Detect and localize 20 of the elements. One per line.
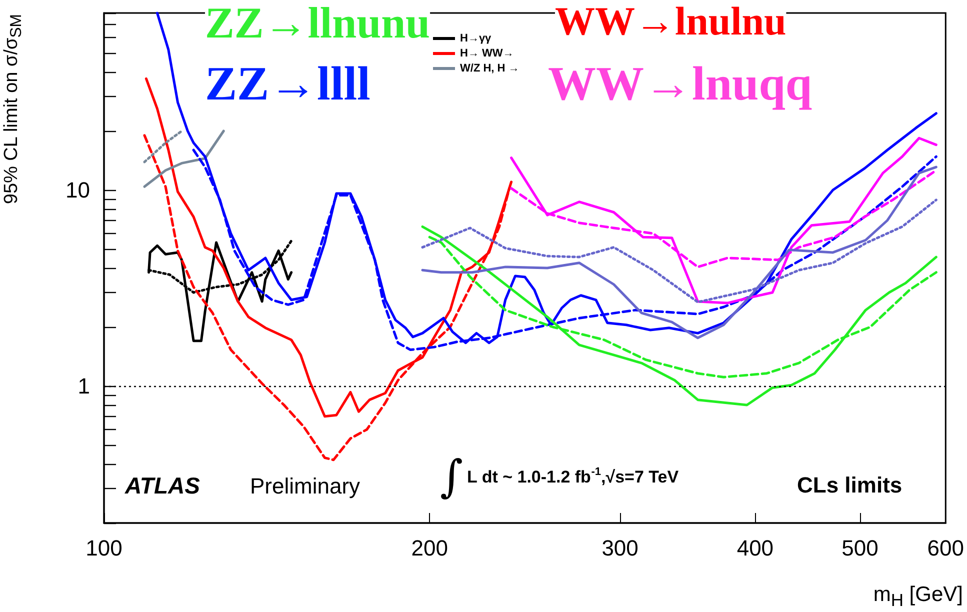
annotation: ZZ→llnunu <box>205 0 430 48</box>
x-tick-label: 300 <box>602 536 638 560</box>
y-tick-label: 1 <box>78 374 90 399</box>
x-tick-label: 200 <box>411 536 448 560</box>
line-series <box>143 130 225 188</box>
annotation: CLs limits <box>797 472 902 498</box>
annotation: ATLAS <box>124 472 201 498</box>
annotation: WW→lnuqq <box>548 58 812 110</box>
x-tick-label: 100 <box>86 536 122 560</box>
annotation: Preliminary <box>250 474 360 498</box>
x-tick-label: 500 <box>842 536 878 560</box>
x-axis-title: m$_{H}$ [GeV] <box>873 583 963 610</box>
annotation: WW→lnulnu <box>555 0 786 44</box>
legend-label: W/Z H, H → <box>460 62 520 74</box>
legend-label: H→ WW→ <box>460 48 514 60</box>
annotation: ZZ→llll <box>205 58 370 110</box>
legend-label: H→γγ <box>460 32 492 44</box>
x-tick-label: 600 <box>927 536 964 560</box>
x-tick-label: 400 <box>736 536 774 560</box>
y-tick-label: 10 <box>66 178 90 203</box>
